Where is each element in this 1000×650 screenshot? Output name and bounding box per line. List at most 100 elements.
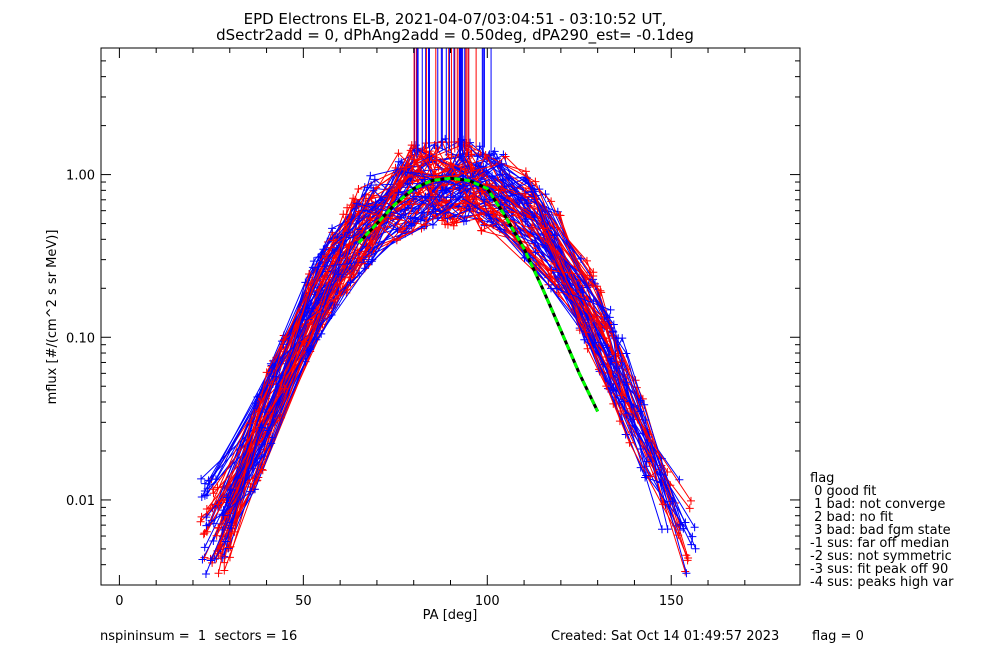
red-trace-marker [477, 226, 486, 235]
blue-trace-marker [529, 185, 538, 194]
red-trace-marker [220, 558, 229, 567]
blue-trace-marker [663, 525, 672, 534]
blue-trace-marker [668, 497, 677, 506]
blue-trace-marker [319, 245, 328, 254]
red-trace-marker [246, 419, 255, 428]
red-trace-marker [685, 504, 694, 513]
blue-trace-marker [546, 284, 555, 293]
blue-trace-marker [246, 487, 255, 496]
x-axis-label: PA [deg] [423, 608, 478, 623]
red-trace-marker [216, 551, 225, 560]
blue-trace-marker [200, 543, 209, 552]
plot-frame [100, 47, 801, 586]
blue-trace-marker [550, 231, 559, 240]
blue-trace-marker [576, 254, 585, 263]
red-trace-marker [318, 275, 327, 284]
blue-trace-marker [209, 537, 218, 546]
blue-trace-marker [641, 415, 650, 424]
blue-trace-marker [367, 257, 376, 266]
blue-trace-marker [438, 186, 447, 195]
blue-trace-marker [403, 179, 412, 188]
red-trace-marker [555, 211, 564, 220]
blue-trace-marker [499, 150, 508, 159]
blue-trace-marker [456, 192, 465, 201]
red-trace-marker [441, 220, 450, 229]
blue-trace-marker [334, 270, 343, 279]
blue-trace-marker [221, 537, 230, 546]
blue-trace-marker [317, 329, 326, 338]
blue-trace-marker [609, 327, 618, 336]
y-tick-label: 1.00 [66, 169, 95, 184]
blue-trace-marker [198, 555, 207, 564]
data-layer [196, 48, 700, 578]
blue-trace-marker [202, 513, 211, 522]
blue-trace-marker [552, 284, 561, 293]
red-trace-marker [305, 269, 314, 278]
red-trace-marker [663, 468, 672, 477]
legend-entry: -4 sus: peaks high var [810, 575, 954, 590]
y-tick-label: 0.10 [66, 331, 95, 346]
blue-trace-marker [267, 439, 276, 448]
red-trace-marker [343, 203, 352, 212]
blue-trace-marker [407, 221, 416, 230]
chart-title-line2: dSectr2add = 0, dPhAng2add = 0.50deg, dP… [216, 26, 694, 45]
red-trace-marker [208, 485, 217, 494]
blue-trace-marker [636, 407, 645, 416]
red-trace-marker [624, 410, 633, 419]
red-trace-marker [625, 438, 634, 447]
blue-trace-marker [607, 385, 616, 394]
red-trace-marker [449, 221, 458, 230]
red-trace-marker [597, 288, 606, 297]
y-axis-label: mflux [#/(cm^2 s sr MeV)] [45, 230, 60, 405]
blue-trace-marker [306, 345, 315, 354]
blue-trace-marker [224, 544, 233, 553]
x-tick-label: 50 [295, 594, 312, 609]
red-trace-marker [196, 517, 205, 526]
legend-entry: -3 sus: fit peak off 90 [810, 562, 948, 577]
blue-trace-marker [620, 397, 629, 406]
red-trace-marker [617, 391, 626, 400]
blue-trace-marker [202, 490, 211, 499]
red-trace-marker [300, 337, 309, 346]
legend-title: flag [810, 471, 834, 486]
blue-trace-marker [606, 305, 615, 314]
blue-trace-marker [369, 186, 378, 195]
red-trace-marker [357, 254, 366, 263]
red-trace-marker [354, 184, 363, 193]
red-trace-marker [347, 201, 356, 210]
blue-trace-marker [201, 569, 210, 578]
red-trace-marker [354, 207, 363, 216]
red-trace-marker [329, 236, 338, 245]
trace-group [196, 48, 700, 578]
blue-trace-marker [363, 220, 372, 229]
legend-entry: 2 bad: no fit [810, 510, 893, 525]
red-trace-marker [398, 225, 407, 234]
x-tick-label: 100 [475, 594, 500, 609]
blue-trace-marker [197, 474, 206, 483]
blue-trace-marker [446, 193, 455, 202]
red-trace-marker [547, 197, 556, 206]
blue-trace-marker [691, 544, 700, 553]
blue-trace-marker [205, 480, 214, 489]
red-trace-marker [334, 291, 343, 300]
footer-nspin: nspininsum = 1 sectors = 16 [100, 629, 297, 644]
blue-trace-marker [642, 471, 651, 480]
red-trace-marker [501, 152, 510, 161]
red-trace-marker [349, 270, 358, 279]
red-trace-marker [366, 214, 375, 223]
red-trace-marker [520, 190, 529, 199]
blue-trace-marker [206, 556, 215, 565]
blue-trace-marker [366, 171, 375, 180]
blue-trace-marker [309, 257, 318, 266]
blue-trace-marker [410, 192, 419, 201]
red-trace-marker [583, 344, 592, 353]
footer-flag: flag = 0 [812, 629, 864, 644]
blue-trace-line [226, 175, 647, 498]
x-tick-label: 0 [115, 594, 123, 609]
blue-trace-marker [676, 520, 685, 529]
legend-entry: -2 sus: not symmetric [810, 549, 952, 564]
red-trace-marker [686, 496, 695, 505]
red-trace-marker [674, 531, 683, 540]
red-trace-line [232, 152, 629, 489]
blue-trace-marker [219, 511, 228, 520]
